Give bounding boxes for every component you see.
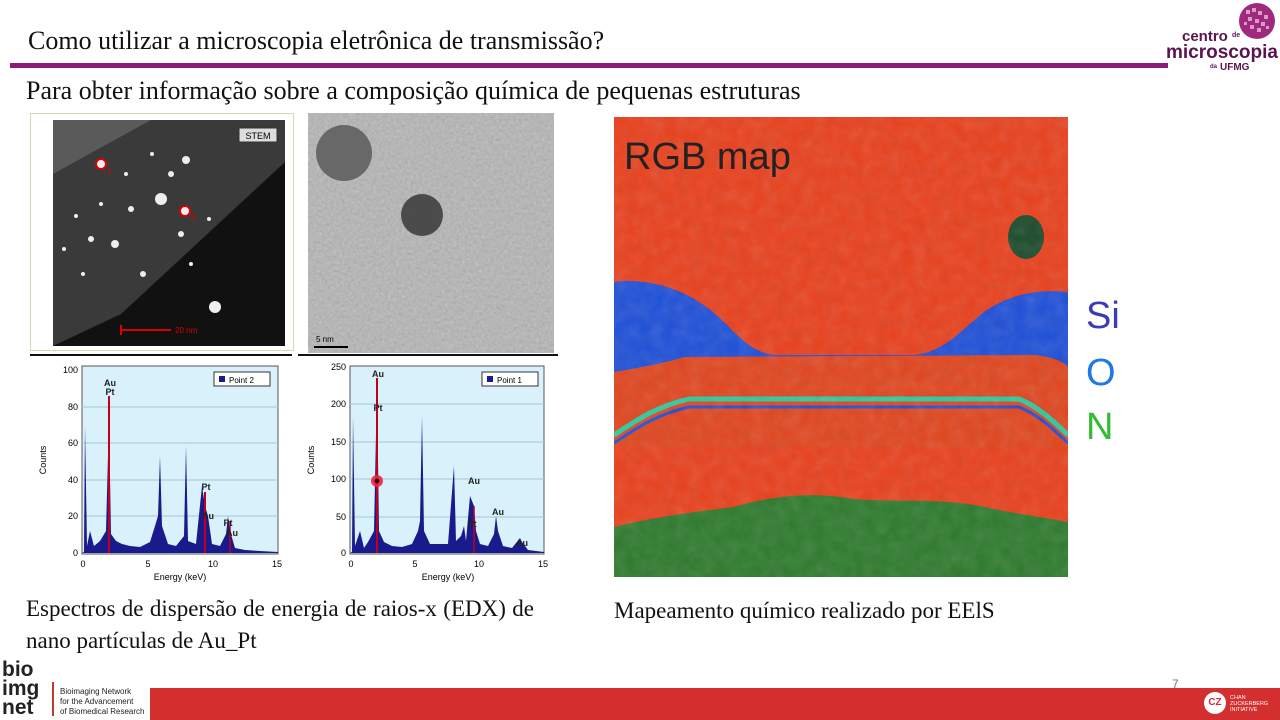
centro-microscopia-logo: centro de microscopia da UFMG <box>1162 2 1280 76</box>
edx-left-xtick-1: 5 <box>145 559 150 569</box>
edx-right-plot-area <box>349 365 545 555</box>
element-o-label: O <box>1086 352 1116 394</box>
stem-marker-label-1: 1 <box>107 167 112 176</box>
czi-text-line-0: CHAN <box>1230 695 1246 701</box>
edx-left-xlabel: Energy (keV) <box>154 572 207 582</box>
edx-right-peak-label-5: Au <box>516 538 528 548</box>
czi-text-line-2: INITIATIVE <box>1230 707 1258 713</box>
edx-left-xtick-3: 15 <box>272 559 282 569</box>
edx-left-peak-label-2: Pt <box>202 482 211 492</box>
bioimaging-network-logo: bio img net Bioimaging Network for the A… <box>0 658 150 720</box>
bio-logo-divider <box>52 682 54 716</box>
bio-logo-line-1: img <box>2 677 40 700</box>
edx-right-xtick-3: 15 <box>538 559 548 569</box>
edx-left-peak-label-4: Pt <box>224 518 233 528</box>
edx-right-legend-label: Point 1 <box>497 376 522 385</box>
slide-title: Como utilizar a microscopia eletrônica d… <box>28 26 605 55</box>
bio-logo-text: bio img net <box>2 658 40 719</box>
edx-right-xtick-0: 0 <box>348 559 353 569</box>
stem-badge-label: STEM <box>245 131 270 141</box>
chan-zuckerberg-logo: CZ CHAN ZUCKERBERG INITIATIVE <box>1202 690 1280 718</box>
edx-right-peak-label-4: Au <box>492 507 504 517</box>
edx-right-ytick-0: 250 <box>331 362 346 372</box>
rgb-map-title: RGB map <box>624 136 791 178</box>
edx-left-peak-label-0: Au <box>104 378 116 388</box>
edx-left-ytick-4: 20 <box>68 511 78 521</box>
logo-dots-icon <box>1239 3 1275 39</box>
logo-line-ufmg: UFMG <box>1220 62 1250 73</box>
footer-bar <box>150 688 1280 720</box>
edx-left-peak-label-5: Au <box>226 528 238 538</box>
element-si-label: Si <box>1086 295 1120 337</box>
eels-rgb-map: RGB map <box>614 117 1068 577</box>
stem-marker-2 <box>179 205 191 217</box>
edx-right-xtick-1: 5 <box>412 559 417 569</box>
stem-marker-1 <box>95 158 107 170</box>
edx-left-ytick-2: 60 <box>68 438 78 448</box>
edx-right-peak-label-3: Pt <box>468 519 477 529</box>
edx-right-peak-label-0: Au <box>372 369 384 379</box>
logo-line-microscopia: microscopia <box>1166 42 1278 63</box>
logo-de: de <box>1232 32 1241 39</box>
czi-badge-icon: CZ <box>1204 692 1226 714</box>
logo-da: da <box>1210 64 1218 70</box>
edx-right-ytick-3: 100 <box>331 474 346 484</box>
edx-right-peak-label-1: Pt <box>374 403 383 413</box>
edx-right-xlabel: Energy (keV) <box>422 572 475 582</box>
edx-left-legend-label: Point 2 <box>229 376 254 385</box>
edx-spectrum-point-1: Au Pt Au Pt Au Au Point 1 250 200 150 10… <box>298 354 558 586</box>
stem-badge <box>238 127 278 143</box>
edx-left-peak-label-1: Pt <box>106 387 115 397</box>
bio-description: Bioimaging Network for the Advancement o… <box>60 687 144 717</box>
edx-right-xtick-2: 10 <box>474 559 484 569</box>
edx-right-ytick-1: 200 <box>331 399 346 409</box>
czi-text-line-1: ZUCKERBERG <box>1230 701 1269 707</box>
edx-left-ytick-3: 40 <box>68 475 78 485</box>
bio-logo-line-0: bio <box>2 658 34 681</box>
edx-left-spectrum <box>82 418 278 553</box>
edx-right-ytick-4: 50 <box>336 512 346 522</box>
edx-right-ylabel: Counts <box>306 445 316 474</box>
czi-text: CHAN ZUCKERBERG INITIATIVE <box>1230 695 1268 713</box>
bio-desc-line-2: of Biomedical Research <box>60 707 145 716</box>
stem-scale-label: 20 nm <box>175 326 198 335</box>
bio-desc-line-0: Bioimaging Network <box>60 687 132 696</box>
bio-desc-line-1: for the Advancement <box>60 697 134 706</box>
slide-subtitle: Para obter informação sobre a composição… <box>26 76 801 105</box>
edx-left-xtick-0: 0 <box>80 559 85 569</box>
edx-right-peak-label-2: Au <box>468 476 480 486</box>
edx-left-ytick-5: 0 <box>73 548 78 558</box>
edx-left-ylabel: Counts <box>38 445 48 474</box>
edx-right-ytick-5: 0 <box>341 548 346 558</box>
tem-image: 5 nm <box>308 113 554 353</box>
caption-edx: Espectros de dispersão de energia de rai… <box>26 596 534 653</box>
edx-spectrum-point-2: Au Pt Pt Au Pt Au Point 2 100 80 60 40 2… <box>30 354 292 586</box>
tem-scale-label: 5 nm <box>316 335 334 344</box>
bio-logo-line-2: net <box>2 696 34 719</box>
edx-left-ytick-0: 100 <box>63 365 78 375</box>
edx-right-ytick-2: 150 <box>331 437 346 447</box>
edx-left-peak-label-3: Au <box>202 511 214 521</box>
title-divider <box>10 63 1168 68</box>
edx-left-xtick-2: 10 <box>208 559 218 569</box>
stem-image: 1 2 STEM 20 nm <box>30 113 294 351</box>
stem-marker-label-2: 2 <box>191 213 196 222</box>
edx-left-plot-area <box>81 365 279 555</box>
element-n-label: N <box>1086 406 1114 448</box>
caption-eels: Mapeamento químico realizado por EElS <box>614 598 995 623</box>
edx-left-ytick-1: 80 <box>68 402 78 412</box>
edx-left-legend <box>213 371 271 387</box>
logo-line-centro: centro <box>1182 28 1228 45</box>
edx-right-legend <box>481 371 539 387</box>
page-number: 7 <box>1172 677 1179 691</box>
